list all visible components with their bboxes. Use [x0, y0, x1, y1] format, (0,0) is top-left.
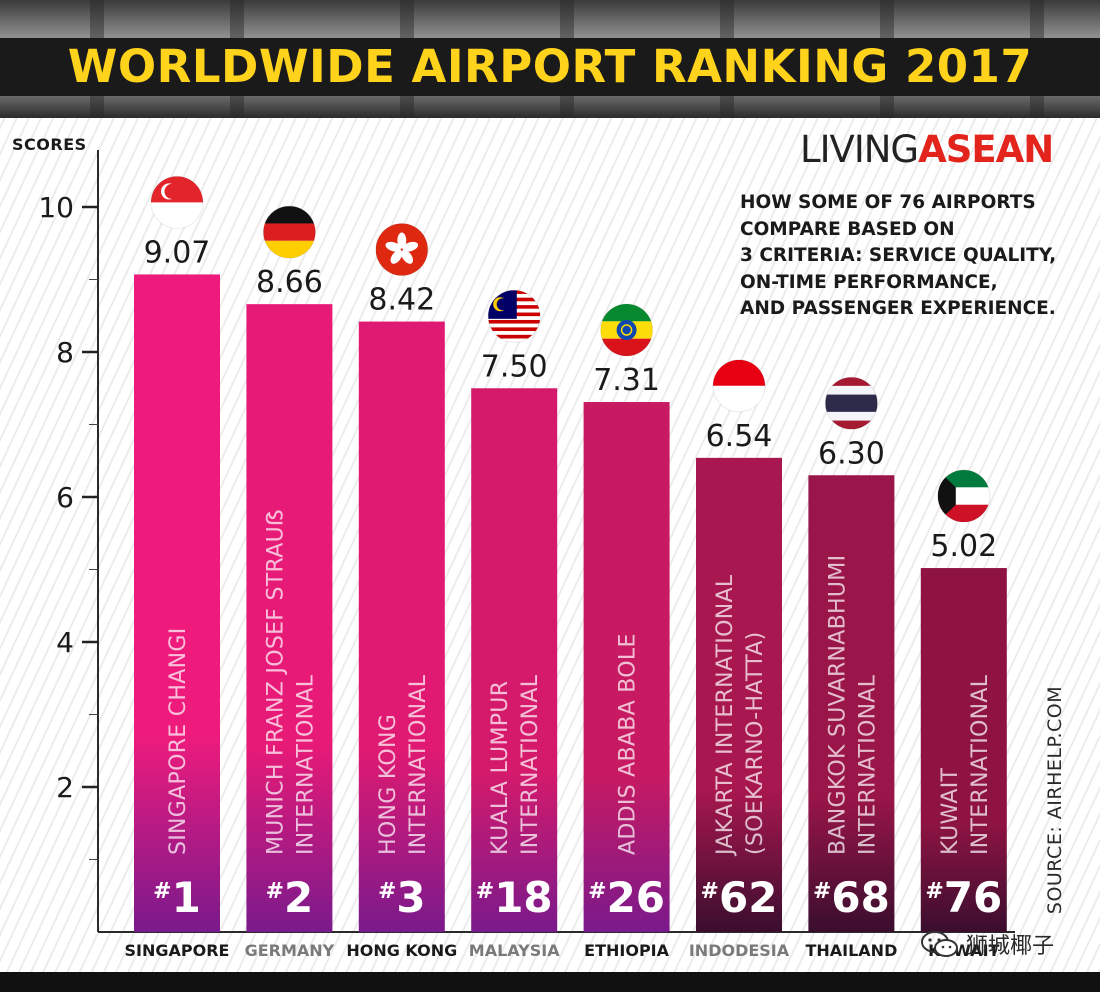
- x-tick-label: MALAYSIA: [469, 941, 560, 960]
- airport-name-label: KUWAIT: [938, 767, 963, 855]
- airport-name-label: INTERNATIONAL: [968, 674, 993, 855]
- rank-label: #76: [925, 873, 1002, 922]
- x-tick-label: SINGAPORE: [125, 941, 230, 960]
- airport-name-label: SINGAPORE CHANGI: [166, 627, 191, 855]
- rank-label: #26: [588, 873, 665, 922]
- bar-group: 6.30 BANGKOK SUVARNABHUMI INTERNATIONAL #68…: [805, 376, 897, 960]
- bar: [808, 475, 895, 932]
- bar-group: 6.54 JAKARTA INTERNATIONAL (SOEKARNO-HATTA…: [689, 359, 790, 960]
- rank-label: #68: [813, 873, 890, 922]
- bar-group: 9.07 SINGAPORE CHANGI #1 SINGAPORE: [125, 175, 230, 960]
- bar: [471, 388, 558, 932]
- bar: [134, 274, 220, 932]
- value-label: 6.30: [818, 436, 885, 471]
- airport-name-label: MUNICH FRANZ JOSEF STRAUẞ: [263, 509, 288, 855]
- singapore-flag: [151, 176, 203, 229]
- bar-group: 8.66 MUNICH FRANZ JOSEF STRAUẞ INTERNATION…: [245, 205, 335, 960]
- logo-part-asean: ASEAN: [918, 128, 1054, 171]
- wechat-icon: [921, 931, 958, 957]
- airport-name-label: INTERNATIONAL: [518, 674, 543, 855]
- kuwait-flag: [937, 470, 990, 523]
- value-label: 5.02: [930, 529, 997, 564]
- y-tick-label: 8: [56, 336, 74, 369]
- y-tick-label: 2: [56, 771, 74, 804]
- bar: [246, 304, 333, 932]
- rank-label: #3: [378, 873, 426, 922]
- logo-part-living: LIVING: [800, 128, 919, 171]
- bar: [583, 402, 670, 932]
- watermark-text: 狮城椰子: [966, 934, 1055, 959]
- value-label: 6.54: [706, 419, 773, 454]
- rank-label: #1: [153, 873, 201, 922]
- airport-name-label: INTERNATIONAL: [406, 674, 431, 855]
- thailand-flag: [825, 377, 878, 430]
- description-line: AND PASSENGER EXPERIENCE.: [740, 298, 1056, 319]
- value-label: 8.42: [368, 283, 435, 318]
- rank-label: #2: [266, 873, 314, 922]
- value-label: 8.66: [256, 265, 323, 300]
- airport-name-label: HONG KONG: [376, 714, 401, 855]
- description-line: 3 CRITERIA: SERVICE QUALITY,: [740, 245, 1057, 266]
- y-axis-label: SCORES: [12, 135, 87, 154]
- living-asean-logo: LIVINGASEAN: [800, 128, 1054, 172]
- germany-flag: [263, 206, 316, 259]
- source-credit: SOURCE: AIRHELP.COM: [1044, 685, 1066, 915]
- footer-bar: [0, 972, 1100, 992]
- rank-label: #62: [701, 873, 778, 922]
- x-tick-label: GERMANY: [245, 941, 335, 960]
- wechat-watermark: 狮城椰子: [920, 928, 1054, 960]
- bar: [696, 457, 782, 932]
- page-title: WORLDWIDE AIRPORT RANKING 2017: [67, 40, 1033, 93]
- y-tick-label: 10: [38, 191, 74, 224]
- bar-group: 7.31 ADDIS ABABA BOLE #26 ETHIOPIA: [583, 303, 670, 960]
- value-label: 7.50: [481, 349, 548, 384]
- airport-name-label: INTERNATIONAL: [293, 674, 318, 855]
- title-banner: [0, 38, 1100, 96]
- airport-name-label: JAKARTA INTERNATIONAL: [713, 574, 738, 857]
- description-line: HOW SOME OF 76 AIRPORTS: [740, 192, 1036, 213]
- airport-name-label: (SOEKARNO-HATTA): [743, 631, 768, 855]
- value-label: 9.07: [144, 235, 211, 270]
- ethiopia-flag: [600, 304, 653, 357]
- chart-description: HOW SOME OF 76 AIRPORTS COMPARE BASED ON…: [740, 190, 1100, 323]
- y-tick-label: 4: [56, 626, 74, 659]
- description-line: COMPARE BASED ON: [740, 218, 955, 240]
- x-tick-label: THAILAND: [805, 941, 897, 960]
- airport-name-label: KUALA LUMPUR: [488, 681, 513, 855]
- rank-label: #18: [476, 873, 553, 922]
- malaysia-flag: [488, 290, 541, 343]
- airport-name-label: ADDIS ABABA BOLE: [616, 633, 641, 855]
- bar-group: 7.50 KUALA LUMPUR INTERNATIONAL #18 MALAYSIA: [469, 289, 560, 960]
- description-line: ON-TIME PERFORMANCE,: [740, 271, 998, 293]
- x-tick-label: HONG KONG: [346, 941, 457, 960]
- y-tick-label: 6: [56, 481, 74, 514]
- value-label: 7.31: [593, 363, 660, 398]
- bar: [358, 321, 445, 932]
- airport-name-label: BANGKOK SUVARNABHUMI: [825, 555, 850, 855]
- bar: [920, 568, 1007, 932]
- x-tick-label: ETHIOPIA: [584, 941, 669, 960]
- hong-kong-flag: [375, 223, 428, 276]
- header-photo: [0, 0, 1100, 118]
- x-tick-label: INDODESIA: [689, 941, 790, 960]
- airport-name-label: INTERNATIONAL: [855, 674, 880, 855]
